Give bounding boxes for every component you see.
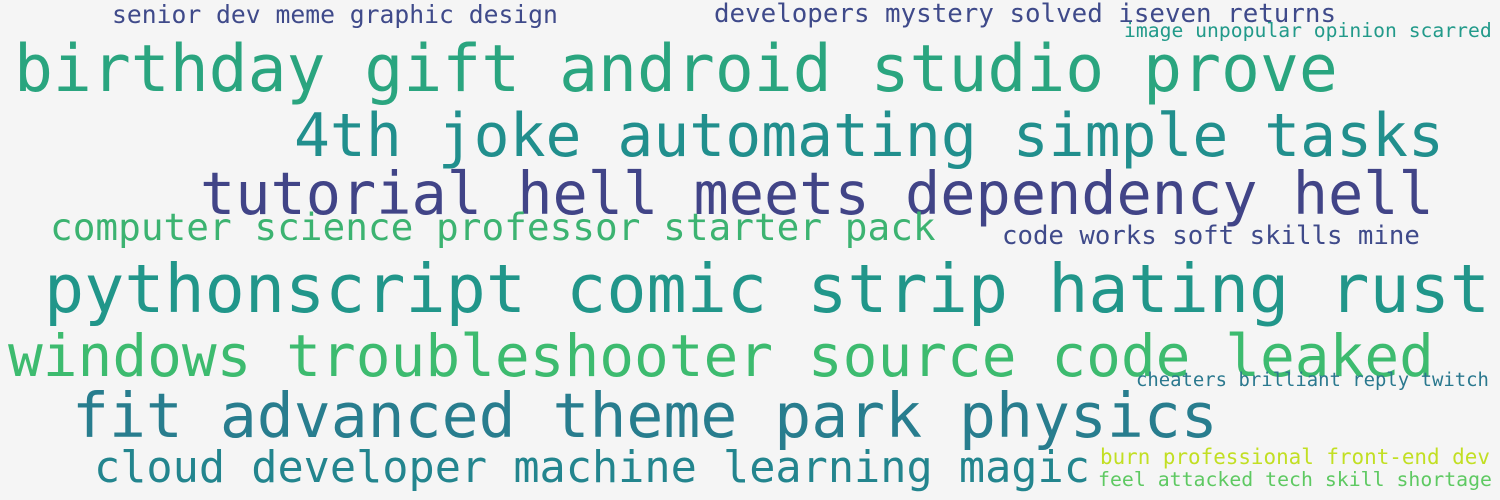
phrase-computer-science-professor: computer science professor starter pack [50,205,936,250]
phrase-4th-joke: 4th joke automating simple tasks [294,101,1444,171]
phrase-fit-advanced: fit advanced theme park physics [72,381,1218,453]
phrase-windows-troubleshooter: windows troubleshooter source code leake… [8,322,1434,391]
phrase-feel-attacked: feel attacked tech skill shortage [1098,467,1492,491]
phrase-burn-professional: burn professional front-end dev [1100,445,1490,470]
phrase-code-works: code works soft skills mine [1002,221,1420,252]
phrase-birthday-gift: birthday gift android studio prove [14,31,1338,107]
phrase-tutorial-hell: tutorial hell meets dependency hell [200,160,1434,229]
phrase-image-unpopular-opinion: image unpopular opinion scarred [1124,19,1492,42]
phrase-cheaters-brilliant: cheaters brilliant reply twitch [1136,368,1489,391]
phrase-cloud-developer: cloud developer machine learning magic [94,442,1090,493]
phrase-pythonscript: pythonscript comic strip hating rust [44,250,1491,329]
phrase-senior-dev-meme: senior dev meme graphic design [112,0,558,30]
phrase-developers-mystery: developers mystery solved iseven returns [714,0,1336,30]
